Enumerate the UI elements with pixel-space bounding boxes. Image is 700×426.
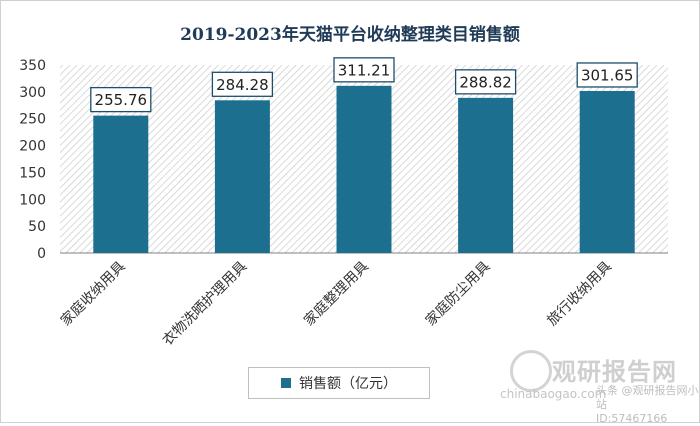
data-label-box bbox=[90, 86, 152, 113]
legend-label: 销售额（亿元） bbox=[299, 376, 397, 392]
chart-title: 2019-2023年天猫平台收纳整理类目销售额 bbox=[180, 25, 520, 45]
data-label-box bbox=[211, 71, 274, 97]
y-tick-label: 250 bbox=[19, 112, 46, 128]
y-tick-label: 200 bbox=[19, 139, 46, 155]
x-tick-label: 旅行收纳用具 bbox=[544, 259, 615, 330]
watermark-account-block: 头条 @观研报告网小站 ID:57467166 bbox=[596, 384, 700, 426]
bar bbox=[214, 100, 270, 253]
x-tick-label: 家庭收纳用具 bbox=[57, 258, 128, 329]
bar bbox=[336, 85, 392, 253]
data-label-box bbox=[454, 69, 517, 95]
data-label: 311.21 bbox=[338, 61, 391, 79]
bar bbox=[93, 115, 149, 253]
y-tick-label: 100 bbox=[19, 192, 46, 208]
bar bbox=[579, 90, 635, 253]
watermark: 观研报告网 chinabaogao.com 头条 @观研报告网小站 ID:574… bbox=[500, 350, 700, 426]
y-tick-label: 150 bbox=[19, 165, 46, 181]
watermark-brand: 观研报告网 bbox=[552, 358, 677, 386]
watermark-logo-icon bbox=[510, 350, 552, 392]
data-label: 288.82 bbox=[459, 73, 512, 91]
watermark-account: 头条 @观研报告网小站 bbox=[596, 384, 699, 411]
bar bbox=[458, 97, 514, 253]
data-label: 284.28 bbox=[216, 76, 269, 94]
y-tick-label: 0 bbox=[37, 246, 46, 262]
data-label-box bbox=[576, 62, 638, 88]
y-tick-label: 350 bbox=[19, 58, 46, 74]
legend-swatch bbox=[281, 378, 291, 388]
data-label-box bbox=[333, 57, 395, 83]
watermark-id: ID:57467166 bbox=[596, 412, 668, 425]
y-tick-label: 50 bbox=[28, 219, 46, 235]
x-tick-label: 家庭整理用具 bbox=[300, 258, 371, 329]
data-label: 255.76 bbox=[95, 91, 148, 109]
data-label: 301.65 bbox=[581, 66, 634, 84]
x-tick-label: 衣物洗晒护理用具 bbox=[160, 259, 251, 350]
y-tick-label: 300 bbox=[19, 85, 46, 101]
x-tick-label: 家庭防尘用具 bbox=[422, 258, 493, 329]
watermark-site: chinabaogao.com bbox=[500, 387, 607, 401]
legend: 销售额（亿元） bbox=[248, 367, 430, 399]
